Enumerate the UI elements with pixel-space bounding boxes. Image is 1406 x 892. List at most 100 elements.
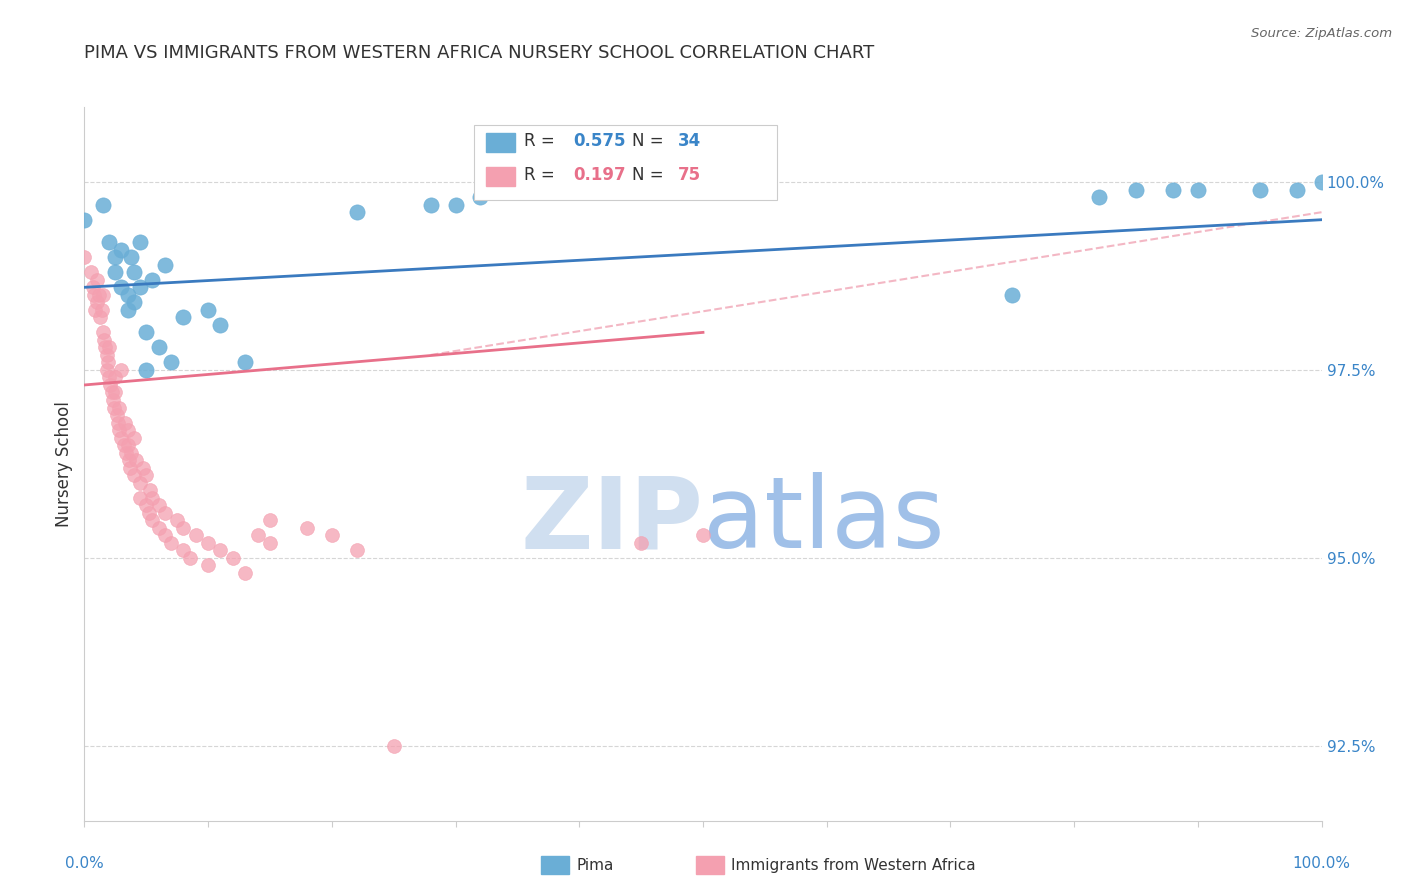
Text: 100.0%: 100.0% bbox=[1292, 856, 1351, 871]
Point bbox=[692, 528, 714, 542]
Text: 75: 75 bbox=[678, 166, 702, 184]
Point bbox=[153, 506, 176, 520]
Point bbox=[110, 243, 132, 257]
Point bbox=[1187, 183, 1209, 197]
Point bbox=[630, 535, 652, 549]
Point bbox=[84, 302, 107, 317]
Point bbox=[110, 280, 132, 294]
Point bbox=[125, 453, 148, 467]
Point bbox=[139, 483, 162, 497]
Point bbox=[470, 190, 492, 204]
Point bbox=[135, 468, 157, 483]
Point bbox=[129, 235, 152, 250]
Point bbox=[118, 453, 141, 467]
Text: 0.197: 0.197 bbox=[574, 166, 626, 184]
Point bbox=[295, 521, 318, 535]
Text: 0.0%: 0.0% bbox=[65, 856, 104, 871]
Text: Pima: Pima bbox=[576, 858, 614, 872]
Point bbox=[101, 392, 124, 407]
Point bbox=[122, 431, 145, 445]
Point bbox=[96, 348, 118, 362]
Point bbox=[129, 475, 152, 490]
Point bbox=[160, 355, 183, 369]
Point bbox=[197, 535, 219, 549]
Point bbox=[209, 318, 232, 332]
Text: 0.575: 0.575 bbox=[574, 132, 626, 150]
Point bbox=[93, 333, 115, 347]
Point bbox=[1249, 183, 1271, 197]
Point bbox=[110, 431, 132, 445]
Point bbox=[382, 739, 405, 753]
Y-axis label: Nursery School: Nursery School bbox=[55, 401, 73, 527]
Point bbox=[222, 550, 245, 565]
Point bbox=[135, 363, 157, 377]
Text: Immigrants from Western Africa: Immigrants from Western Africa bbox=[731, 858, 976, 872]
Point bbox=[1310, 175, 1333, 189]
Point bbox=[120, 460, 142, 475]
Point bbox=[172, 310, 194, 325]
Text: N =: N = bbox=[633, 166, 669, 184]
Point bbox=[94, 340, 117, 354]
Point bbox=[89, 310, 111, 325]
Point bbox=[100, 385, 122, 400]
Point bbox=[233, 355, 256, 369]
Point bbox=[135, 326, 157, 340]
Point bbox=[179, 550, 201, 565]
Point bbox=[131, 460, 153, 475]
Point bbox=[120, 250, 142, 264]
Point bbox=[444, 197, 467, 211]
Point bbox=[107, 416, 129, 430]
Point bbox=[346, 543, 368, 558]
Point bbox=[197, 558, 219, 573]
Point bbox=[233, 566, 256, 580]
Point bbox=[104, 385, 127, 400]
Point bbox=[148, 340, 170, 354]
Point bbox=[129, 280, 152, 294]
Point bbox=[104, 250, 127, 264]
Point bbox=[259, 535, 281, 549]
Point bbox=[110, 363, 132, 377]
Point bbox=[321, 528, 343, 542]
Point bbox=[209, 543, 232, 558]
Point bbox=[112, 438, 135, 452]
Point bbox=[108, 423, 131, 437]
Point bbox=[91, 288, 114, 302]
Point bbox=[98, 378, 121, 392]
Point bbox=[97, 355, 120, 369]
Point bbox=[166, 513, 188, 527]
Point bbox=[96, 363, 118, 377]
Text: atlas: atlas bbox=[703, 473, 945, 569]
Point bbox=[419, 197, 441, 211]
Point bbox=[148, 498, 170, 512]
Point bbox=[246, 528, 269, 542]
Text: Source: ZipAtlas.com: Source: ZipAtlas.com bbox=[1251, 27, 1392, 40]
Point bbox=[1001, 288, 1024, 302]
Point bbox=[135, 498, 157, 512]
Text: 34: 34 bbox=[678, 132, 702, 150]
Point bbox=[86, 273, 108, 287]
Point bbox=[91, 197, 114, 211]
Point bbox=[117, 438, 139, 452]
Text: R =: R = bbox=[523, 132, 560, 150]
Point bbox=[122, 265, 145, 279]
Point bbox=[141, 273, 163, 287]
Point bbox=[148, 521, 170, 535]
Point bbox=[86, 295, 108, 310]
Point bbox=[73, 250, 96, 264]
Point bbox=[79, 265, 101, 279]
Point bbox=[104, 265, 127, 279]
Point bbox=[91, 326, 114, 340]
Point bbox=[141, 491, 163, 505]
Point bbox=[259, 513, 281, 527]
Point bbox=[114, 416, 136, 430]
Point bbox=[83, 288, 105, 302]
Text: PIMA VS IMMIGRANTS FROM WESTERN AFRICA NURSERY SCHOOL CORRELATION CHART: PIMA VS IMMIGRANTS FROM WESTERN AFRICA N… bbox=[84, 45, 875, 62]
Point bbox=[153, 528, 176, 542]
FancyBboxPatch shape bbox=[474, 125, 778, 200]
Point bbox=[90, 302, 112, 317]
Point bbox=[141, 513, 163, 527]
FancyBboxPatch shape bbox=[486, 167, 515, 186]
Point bbox=[1125, 183, 1147, 197]
Point bbox=[138, 506, 160, 520]
Point bbox=[117, 288, 139, 302]
